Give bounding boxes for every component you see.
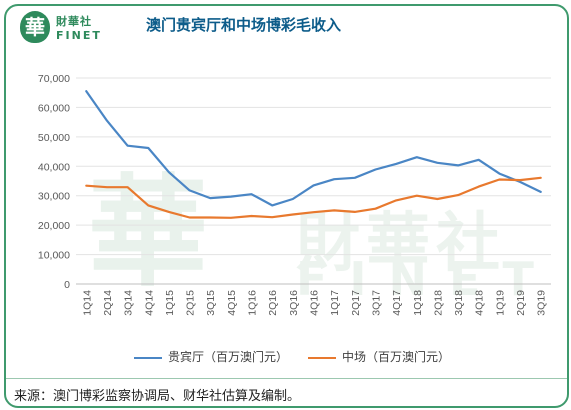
x-tick-label: 3Q16: [288, 290, 300, 316]
x-tick-label: 2Q19: [515, 290, 527, 316]
y-tick-label: 20,000: [38, 220, 70, 232]
x-tick-label: 4Q17: [391, 290, 403, 316]
finet-logo: 華 財華社 FINET: [20, 11, 130, 47]
legend-vip: 贵宾厅（百万澳门元）: [134, 348, 288, 365]
y-tick-label: 50,000: [38, 132, 70, 144]
x-tick-label: 1Q17: [329, 290, 341, 316]
source-note: 来源：澳门博彩监察协调局、财华社估算及编制。: [6, 378, 567, 406]
x-tick-label: 3Q15: [205, 290, 217, 316]
y-tick-label: 30,000: [38, 191, 70, 203]
y-tick-label: 0: [64, 279, 70, 291]
x-tick-label: 1Q19: [494, 290, 506, 316]
line-chart: 0 10,000 20,000 30,000 40,000 50,000 60,000 70,…: [38, 73, 551, 316]
x-tick-label: 2Q18: [432, 290, 444, 316]
x-tick-label: 2Q14: [102, 290, 114, 316]
x-tick-label: 4Q18: [474, 290, 486, 316]
y-tick-label: 40,000: [38, 161, 70, 173]
x-tick-label: 3Q14: [123, 290, 135, 316]
legend-mass: 中场（百万澳门元）: [308, 348, 450, 365]
logo-name-cn: 財華社: [56, 15, 92, 28]
legend-vip-label: 贵宾厅（百万澳门元）: [168, 350, 289, 364]
x-tick-label: 3Q19: [536, 290, 548, 316]
x-tick-label: 1Q18: [412, 290, 424, 316]
x-tick-label: 1Q15: [164, 290, 176, 316]
legend-mass-label: 中场（百万澳门元）: [342, 350, 451, 364]
x-tick-label: 2Q16: [267, 290, 279, 316]
x-tick-label: 4Q15: [226, 290, 238, 316]
legend-mass-swatch: [308, 356, 336, 359]
series-line-1: [85, 176, 542, 219]
logo-name-en: FINET: [56, 29, 102, 42]
chart-title: 澳门贵宾厅和中场博彩毛收入: [146, 16, 342, 34]
x-tick-label: 4Q14: [143, 290, 155, 316]
x-tick-label: 1Q14: [81, 290, 93, 316]
y-tick-label: 60,000: [38, 102, 70, 114]
watermark-cn: 財華社: [296, 207, 506, 281]
x-tick-label: 3Q18: [453, 290, 465, 316]
y-tick-label: 10,000: [38, 250, 70, 262]
legend-vip-swatch: [134, 356, 162, 359]
x-tick-label: 3Q17: [370, 290, 382, 316]
x-tick-label: 1Q16: [247, 290, 259, 316]
logo-mark-icon: 華: [20, 11, 50, 43]
x-tick-label: 2Q15: [185, 290, 197, 316]
x-tick-label: 2Q17: [350, 290, 362, 316]
y-tick-label: 70,000: [38, 73, 70, 85]
x-tick-label: 4Q16: [309, 290, 321, 316]
source-text: 来源：澳门博彩监察协调局、财华社估算及编制。: [14, 389, 301, 404]
watermark-en: FINET: [296, 252, 556, 306]
series-line-0: [85, 90, 542, 207]
